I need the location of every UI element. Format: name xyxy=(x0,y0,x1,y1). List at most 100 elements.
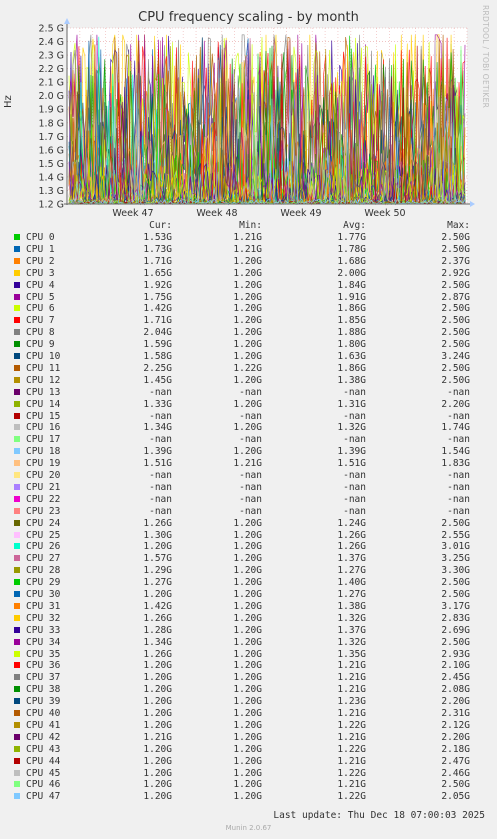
legend-min-value: 1.20G xyxy=(233,327,262,339)
legend-cur-value: -nan xyxy=(149,386,172,398)
legend-avg-value: 1.63G xyxy=(337,351,366,362)
legend-cur-value: 1.20G xyxy=(143,791,172,803)
legend-max-value: 2.37G xyxy=(441,255,470,267)
legend-entry: CPU 23 -nan -nan -nan -nan xyxy=(0,506,497,517)
legend-cur-value: 1.20G xyxy=(143,755,172,767)
legend-min-value: 1.20G xyxy=(233,719,262,731)
legend-cur-value: 1.92G xyxy=(143,279,172,291)
legend-entry: CPU 41 1.20G 1.20G 1.22G 2.12G xyxy=(0,720,497,731)
legend-swatch xyxy=(14,364,20,371)
legend-series-name: CPU 7 xyxy=(26,315,55,327)
legend-avg-value: 1.22G xyxy=(337,719,366,731)
legend-entry: CPU 22 -nan -nan -nan -nan xyxy=(0,494,497,505)
legend-avg-value: 1.35G xyxy=(337,648,366,660)
legend-series-name: CPU 40 xyxy=(26,708,61,719)
x-tick-label: Week 50 xyxy=(364,208,405,219)
legend-cur-value: 2.25G xyxy=(143,362,172,374)
legend-cur-value: 1.58G xyxy=(143,351,172,362)
legend-avg-value: 1.39G xyxy=(337,446,366,458)
legend-max-value: 2.05G xyxy=(441,791,470,803)
legend-max-value: -nan xyxy=(447,434,470,446)
legend-series-name: CPU 10 xyxy=(26,351,61,362)
legend-swatch xyxy=(14,472,20,478)
legend-swatch xyxy=(14,674,20,681)
legend-avg-value: -nan xyxy=(343,434,366,446)
legend-entry: CPU 10 1.58G 1.20G 1.63G 3.24G xyxy=(0,351,497,362)
legend-entry: CPU 29 1.27G 1.20G 1.40G 2.50G xyxy=(0,577,497,588)
legend-entry: CPU 33 1.28G 1.20G 1.37G 2.69G xyxy=(0,625,497,636)
legend-min-value: 1.20G xyxy=(233,779,262,791)
legend-max-value: 3.17G xyxy=(441,600,470,612)
legend-min-value: 1.20G xyxy=(233,541,262,553)
legend-cur-value: 1.20G xyxy=(143,696,172,708)
header-avg: Avg: xyxy=(343,220,366,231)
legend-cur-value: 1.20G xyxy=(143,672,172,684)
legend-cur-value: 1.73G xyxy=(143,243,172,255)
legend-entry: CPU 27 1.57G 1.20G 1.37G 3.25G xyxy=(0,553,497,564)
legend-header: Cur: Min: Avg: Max: xyxy=(0,220,497,231)
legend-min-value: 1.20G xyxy=(233,422,262,434)
legend-series-name: CPU 17 xyxy=(26,434,61,446)
legend-entry: CPU 24 1.26G 1.20G 1.24G 2.50G xyxy=(0,518,497,529)
legend-max-value: 2.20G xyxy=(441,696,470,708)
last-update: Last update: Thu Dec 18 07:00:03 2025 xyxy=(273,810,485,821)
legend-cur-value: 1.75G xyxy=(143,291,172,303)
legend-max-value: 2.55G xyxy=(441,529,470,541)
legend-series-name: CPU 25 xyxy=(26,529,61,541)
legend-series-name: CPU 28 xyxy=(26,565,61,577)
legend-entry: CPU 37 1.20G 1.20G 1.21G 2.45G xyxy=(0,672,497,683)
legend-entry: CPU 8 2.04G 1.20G 1.88G 2.50G xyxy=(0,327,497,338)
legend-swatch xyxy=(14,376,20,383)
legend-entry: CPU 19 1.51G 1.21G 1.51G 1.83G xyxy=(0,458,497,469)
legend-avg-value: 1.38G xyxy=(337,374,366,386)
legend-max-value: 2.50G xyxy=(441,374,470,386)
legend-min-value: 1.20G xyxy=(233,446,262,458)
legend-series-name: CPU 0 xyxy=(26,232,55,243)
legend-min-value: -nan xyxy=(239,386,262,398)
legend-avg-value: -nan xyxy=(343,386,366,398)
legend-series-name: CPU 12 xyxy=(26,374,61,386)
legend-max-value: 1.54G xyxy=(441,446,470,458)
legend-min-value: 1.20G xyxy=(233,731,262,743)
legend-max-value: 2.50G xyxy=(441,339,470,351)
legend-entry: CPU 17 -nan -nan -nan -nan xyxy=(0,434,497,445)
legend-swatch xyxy=(14,269,20,276)
legend-min-value: 1.20G xyxy=(233,660,262,672)
legend-min-value: 1.20G xyxy=(233,315,262,327)
legend-entry: CPU 3 1.65G 1.20G 2.00G 2.92G xyxy=(0,268,497,279)
legend-avg-value: 1.32G xyxy=(337,612,366,624)
legend-max-value: 3.30G xyxy=(441,565,470,577)
legend-max-value: 3.25G xyxy=(441,553,470,565)
legend-max-value: 1.83G xyxy=(441,458,470,470)
legend-swatch xyxy=(14,733,20,740)
legend-cur-value: 1.26G xyxy=(143,648,172,660)
legend-avg-value: -nan xyxy=(343,410,366,422)
legend-min-value: 1.20G xyxy=(233,612,262,624)
legend-swatch xyxy=(14,650,20,657)
legend-series-name: CPU 33 xyxy=(26,624,61,636)
legend-swatch xyxy=(14,591,20,597)
legend-max-value: 2.50G xyxy=(441,303,470,315)
legend-cur-value: 1.59G xyxy=(143,339,172,351)
x-ticks: Week 47 Week 48 Week 49 Week 50 xyxy=(112,208,405,219)
legend-min-value: -nan xyxy=(239,493,262,505)
legend-max-value: 1.74G xyxy=(441,422,470,434)
legend-avg-value: 1.27G xyxy=(337,589,366,600)
legend-entry: CPU 35 1.26G 1.20G 1.35G 2.93G xyxy=(0,649,497,660)
legend-swatch xyxy=(14,769,20,776)
legend-avg-value: 2.00G xyxy=(337,267,366,279)
legend-entry: CPU 18 1.39G 1.20G 1.39G 1.54G xyxy=(0,446,497,457)
legend-entry: CPU 42 1.21G 1.20G 1.21G 2.20G xyxy=(0,732,497,743)
y-tick-label: 1.8 G xyxy=(39,118,65,129)
legend-series-name: CPU 35 xyxy=(26,648,61,660)
legend-avg-value: 1.21G xyxy=(337,708,366,719)
legend-min-value: -nan xyxy=(239,481,262,493)
legend-min-value: 1.20G xyxy=(233,636,262,648)
legend-max-value: -nan xyxy=(447,493,470,505)
legend-max-value: 2.31G xyxy=(441,708,470,719)
legend-series-name: CPU 45 xyxy=(26,767,61,779)
legend-entry: CPU 12 1.45G 1.20G 1.38G 2.50G xyxy=(0,375,497,386)
chart-title: CPU frequency scaling - by month xyxy=(138,10,359,25)
legend-swatch xyxy=(14,245,20,252)
legend-avg-value: 1.21G xyxy=(337,684,366,696)
